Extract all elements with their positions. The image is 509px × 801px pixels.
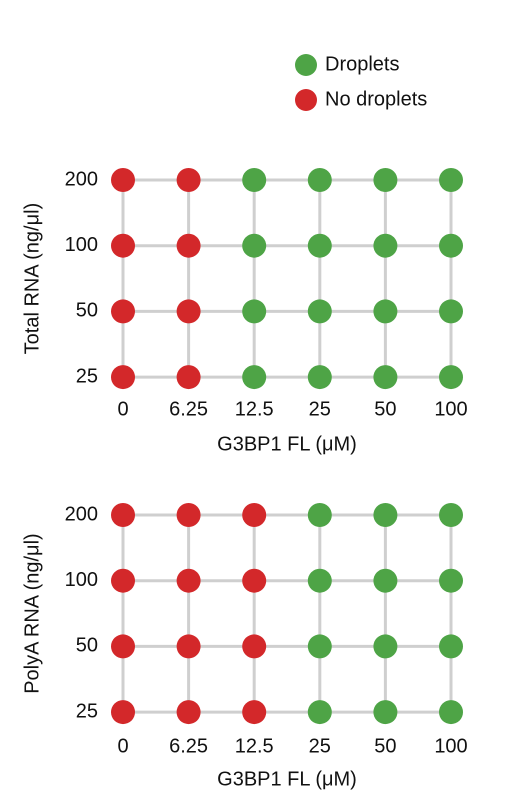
dot [176, 365, 201, 390]
dot [307, 700, 332, 725]
dot [307, 365, 332, 390]
y-tick-label: 100 [65, 234, 98, 256]
x-tick-label: 0 [117, 398, 128, 420]
dot [373, 503, 398, 527]
dot [242, 299, 267, 324]
dot [242, 503, 267, 527]
legend-label: Droplets [325, 53, 399, 75]
x-tick-label: 0 [117, 735, 128, 757]
dot [176, 700, 201, 725]
dot [373, 568, 398, 593]
dot [307, 634, 332, 659]
dot [373, 299, 398, 324]
y-tick-label: 25 [76, 700, 98, 722]
x-tick-label: 50 [374, 735, 396, 757]
dot [111, 233, 135, 258]
dot [439, 503, 463, 527]
legend-label: No droplets [325, 88, 427, 110]
x-tick-label: 25 [309, 398, 331, 420]
dot [111, 568, 135, 593]
dot [307, 299, 332, 324]
dot [242, 634, 267, 659]
x-tick-label: 25 [309, 735, 331, 757]
y-tick-label: 200 [65, 168, 98, 190]
dot [439, 700, 463, 725]
y-tick-label: 50 [76, 300, 98, 322]
x-tick-label: 12.5 [235, 735, 274, 757]
dot [111, 299, 135, 324]
dot [373, 700, 398, 725]
x-axis-label: G3BP1 FL (μM) [217, 433, 357, 455]
dot [307, 233, 332, 258]
dot [373, 365, 398, 390]
dot [176, 503, 201, 527]
dot [111, 700, 135, 725]
dot [176, 233, 201, 258]
dot [242, 168, 267, 192]
dot [439, 299, 463, 324]
x-tick-label: 6.25 [169, 398, 208, 420]
dot [176, 568, 201, 593]
dot [373, 233, 398, 258]
x-tick-label: 12.5 [235, 398, 274, 420]
y-tick-label: 50 [76, 635, 98, 657]
x-tick-label: 100 [434, 398, 467, 420]
dot [242, 700, 267, 725]
dot [439, 365, 463, 390]
dot [439, 634, 463, 659]
dot [176, 299, 201, 324]
dot [111, 634, 135, 659]
y-axis-label: PolyA RNA (ng/μl) [21, 533, 43, 693]
x-tick-label: 6.25 [169, 735, 208, 757]
dot [307, 568, 332, 593]
legend-marker [295, 89, 317, 111]
dot [439, 168, 463, 192]
y-tick-label: 100 [65, 569, 98, 591]
dot [111, 365, 135, 390]
dot [307, 168, 332, 192]
x-tick-label: 100 [434, 735, 467, 757]
y-axis-label: Total RNA (ng/μl) [21, 203, 43, 355]
dot [242, 233, 267, 258]
dot [111, 168, 135, 192]
dot [242, 365, 267, 390]
dot [111, 503, 135, 527]
dot [176, 168, 201, 192]
dot [242, 568, 267, 593]
x-axis-label: G3BP1 FL (μM) [217, 768, 357, 790]
dot [439, 568, 463, 593]
dot [176, 634, 201, 659]
legend-marker [295, 54, 317, 76]
dot [373, 634, 398, 659]
x-tick-label: 50 [374, 398, 396, 420]
y-tick-label: 25 [76, 365, 98, 387]
dot [307, 503, 332, 527]
dot [373, 168, 398, 192]
dot [439, 233, 463, 258]
y-tick-label: 200 [65, 503, 98, 525]
